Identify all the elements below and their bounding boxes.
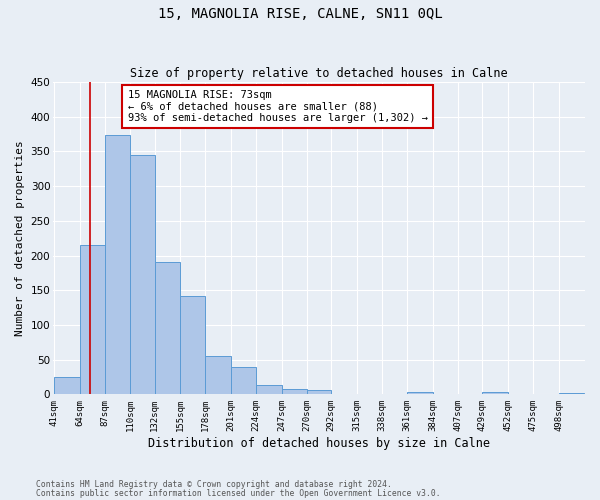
Bar [559, 393, 584, 394]
Text: Contains public sector information licensed under the Open Government Licence v3: Contains public sector information licen… [36, 489, 440, 498]
Bar [256, 384, 281, 394]
Text: 15 MAGNOLIA RISE: 73sqm
← 6% of detached houses are smaller (88)
93% of semi-det: 15 MAGNOLIA RISE: 73sqm ← 6% of detached… [128, 90, 428, 123]
X-axis label: Distribution of detached houses by size in Calne: Distribution of detached houses by size … [148, 437, 490, 450]
Title: Size of property relative to detached houses in Calne: Size of property relative to detached ho… [130, 66, 508, 80]
Bar [307, 390, 331, 394]
Bar [281, 389, 307, 394]
Text: 15, MAGNOLIA RISE, CALNE, SN11 0QL: 15, MAGNOLIA RISE, CALNE, SN11 0QL [158, 8, 442, 22]
Y-axis label: Number of detached properties: Number of detached properties [15, 140, 25, 336]
Bar [155, 262, 180, 394]
Bar [105, 136, 130, 394]
Bar [130, 155, 155, 394]
Bar [54, 377, 80, 394]
Bar [407, 392, 433, 394]
Bar [482, 392, 508, 394]
Bar [180, 296, 205, 394]
Bar [80, 245, 105, 394]
Text: Contains HM Land Registry data © Crown copyright and database right 2024.: Contains HM Land Registry data © Crown c… [36, 480, 392, 489]
Bar [231, 366, 256, 394]
Bar [205, 356, 231, 395]
